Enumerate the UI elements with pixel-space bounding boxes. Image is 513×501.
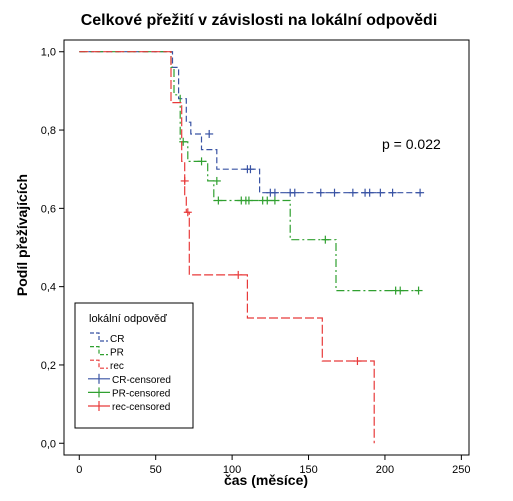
legend-swatch bbox=[88, 401, 110, 411]
x-tick-label: 150 bbox=[299, 464, 317, 476]
x-tick-label: 200 bbox=[376, 464, 394, 476]
x-tick-label: 0 bbox=[76, 464, 82, 476]
legend-item-cr-censored: CR-censored bbox=[88, 373, 171, 386]
y-tick-label: 0,6 bbox=[41, 203, 56, 215]
series-cr-censor-mark bbox=[290, 188, 299, 197]
legend-swatch bbox=[90, 359, 108, 369]
series-pr-censor-mark bbox=[214, 196, 223, 205]
legend-label: rec-censored bbox=[112, 402, 170, 413]
legend-item-rec-censored: rec-censored bbox=[88, 401, 170, 413]
legend-title: lokální odpověď bbox=[89, 313, 167, 325]
legend-box bbox=[74, 302, 194, 429]
legend-swatch bbox=[90, 346, 108, 356]
y-tick-label: 0,2 bbox=[41, 360, 56, 372]
series-pr-censor-mark bbox=[321, 235, 330, 244]
series-cr-line bbox=[79, 51, 422, 194]
series-rec-censor-mark bbox=[180, 176, 189, 185]
series-pr-censor-mark bbox=[197, 157, 206, 166]
y-axis-title: Podíl přežívajících bbox=[14, 174, 30, 296]
x-axis: 0 50 100 150 200 250 bbox=[76, 455, 471, 476]
y-tick-label: 0,8 bbox=[41, 125, 56, 137]
y-tick-label: 0,0 bbox=[41, 438, 56, 450]
series-cr-censor-mark bbox=[330, 188, 339, 197]
legend-item-pr: PR bbox=[90, 346, 124, 359]
series-pr-censor-mark bbox=[263, 196, 272, 205]
series-pr-censor-mark bbox=[270, 196, 279, 205]
legend-swatch bbox=[88, 387, 110, 398]
series-pr-censor-mark bbox=[414, 286, 423, 295]
legend-swatch bbox=[90, 332, 108, 342]
y-tick-label: 1,0 bbox=[41, 47, 56, 59]
series-pr-censor-mark bbox=[179, 137, 188, 146]
legend-label: CR bbox=[110, 334, 124, 345]
legend-swatch bbox=[88, 373, 110, 384]
series-pr-censor-mark bbox=[244, 196, 253, 205]
legend: lokální odpověď CR PR rec CR-censored PR-cen… bbox=[74, 302, 194, 429]
series-cr-censor-mark bbox=[348, 188, 357, 197]
series-cr-censor-mark bbox=[376, 188, 385, 197]
series-rec-censor-mark bbox=[353, 357, 362, 366]
series-layer bbox=[79, 51, 425, 444]
series-pr-censor-mark bbox=[212, 176, 221, 185]
legend-item-pr-censored: PR-censored bbox=[88, 387, 170, 399]
series-rec-censor-mark bbox=[234, 270, 243, 279]
y-axis: 0,0 0,2 0,4 0,6 0,8 1,0 bbox=[41, 47, 64, 450]
series-pr-censor-mark bbox=[396, 286, 405, 295]
legend-label: PR-censored bbox=[112, 388, 170, 399]
series-cr-censor-mark bbox=[365, 188, 374, 197]
series-cr-censor-mark bbox=[246, 165, 255, 174]
series-cr-censor-mark bbox=[270, 188, 279, 197]
series-cr-censor-mark bbox=[388, 188, 397, 197]
legend-label: PR bbox=[110, 348, 124, 359]
series-cr-censor-mark bbox=[316, 188, 325, 197]
x-tick-label: 100 bbox=[223, 464, 241, 476]
chart-title: Celkové přežití v závislosti na lokální … bbox=[81, 12, 438, 29]
legend-item-cr: CR bbox=[90, 332, 124, 345]
legend-item-rec: rec bbox=[90, 359, 124, 372]
series-rec-censor-mark bbox=[183, 208, 192, 217]
x-axis-title: čas (měsíce) bbox=[224, 472, 308, 488]
series-cr-censor-mark bbox=[205, 129, 214, 138]
legend-label: rec bbox=[110, 361, 124, 372]
p-value-annotation: p = 0.022 bbox=[382, 136, 441, 152]
x-tick-label: 50 bbox=[150, 464, 162, 476]
legend-items: CR PR rec CR-censored PR-censored rec-censore… bbox=[88, 332, 171, 413]
x-tick-label: 250 bbox=[452, 464, 470, 476]
y-tick-label: 0,4 bbox=[41, 282, 56, 294]
legend-label: CR-censored bbox=[112, 375, 171, 386]
series-cr-censor-mark bbox=[416, 188, 425, 197]
